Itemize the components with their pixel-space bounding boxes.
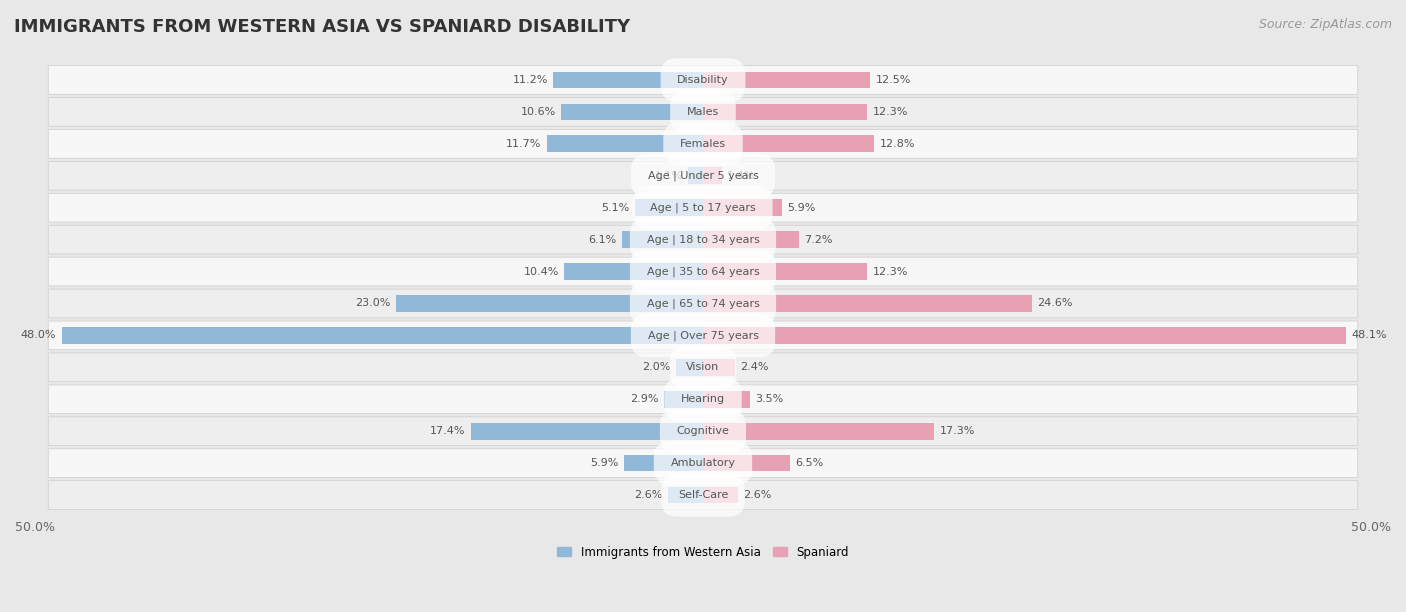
Bar (703, 359, 735, 376)
FancyBboxPatch shape (48, 449, 1358, 477)
Bar (676, 359, 703, 376)
Text: 10.4%: 10.4% (523, 267, 558, 277)
FancyBboxPatch shape (48, 225, 1358, 254)
Bar (703, 168, 721, 184)
Text: 10.6%: 10.6% (520, 107, 555, 117)
FancyBboxPatch shape (48, 193, 1358, 222)
Text: 11.2%: 11.2% (513, 75, 548, 85)
Text: 11.7%: 11.7% (506, 139, 541, 149)
Text: 5.1%: 5.1% (602, 203, 630, 212)
FancyBboxPatch shape (48, 289, 1358, 318)
Text: 24.6%: 24.6% (1038, 299, 1073, 308)
FancyBboxPatch shape (48, 129, 1358, 158)
Text: Males: Males (688, 107, 718, 117)
Bar (703, 423, 934, 439)
Text: IMMIGRANTS FROM WESTERN ASIA VS SPANIARD DISABILITY: IMMIGRANTS FROM WESTERN ASIA VS SPANIARD… (14, 18, 630, 36)
FancyBboxPatch shape (48, 353, 1358, 382)
Bar (703, 391, 749, 408)
Text: Disability: Disability (678, 75, 728, 85)
Text: 5.9%: 5.9% (591, 458, 619, 468)
Text: 48.1%: 48.1% (1351, 330, 1386, 340)
Text: 3.5%: 3.5% (755, 394, 783, 405)
FancyBboxPatch shape (48, 417, 1358, 446)
Bar (703, 295, 1032, 312)
Bar (547, 135, 703, 152)
Bar (703, 455, 790, 471)
Text: Cognitive: Cognitive (676, 426, 730, 436)
Text: 17.4%: 17.4% (430, 426, 465, 436)
FancyBboxPatch shape (48, 97, 1358, 126)
Text: 6.1%: 6.1% (588, 234, 616, 245)
Text: 12.3%: 12.3% (873, 267, 908, 277)
Bar (703, 231, 799, 248)
Bar (703, 135, 875, 152)
Text: 6.5%: 6.5% (796, 458, 824, 468)
Text: 2.9%: 2.9% (630, 394, 659, 405)
Text: Source: ZipAtlas.com: Source: ZipAtlas.com (1258, 18, 1392, 31)
Text: Self-Care: Self-Care (678, 490, 728, 500)
Text: Age | 18 to 34 years: Age | 18 to 34 years (647, 234, 759, 245)
Text: Age | 65 to 74 years: Age | 65 to 74 years (647, 298, 759, 308)
Bar (395, 295, 703, 312)
Text: Females: Females (681, 139, 725, 149)
Bar (561, 103, 703, 120)
Bar (636, 200, 703, 216)
Text: Hearing: Hearing (681, 394, 725, 405)
Text: 7.2%: 7.2% (804, 234, 832, 245)
Text: 48.0%: 48.0% (21, 330, 56, 340)
Legend: Immigrants from Western Asia, Spaniard: Immigrants from Western Asia, Spaniard (553, 541, 853, 563)
Bar (664, 391, 703, 408)
Text: Age | Under 5 years: Age | Under 5 years (648, 171, 758, 181)
Text: 5.9%: 5.9% (787, 203, 815, 212)
Bar (62, 327, 703, 344)
Bar (703, 103, 868, 120)
Text: 23.0%: 23.0% (354, 299, 391, 308)
FancyBboxPatch shape (48, 321, 1358, 350)
Text: Age | 35 to 64 years: Age | 35 to 64 years (647, 266, 759, 277)
Bar (703, 263, 868, 280)
FancyBboxPatch shape (48, 65, 1358, 94)
FancyBboxPatch shape (48, 162, 1358, 190)
Text: 12.8%: 12.8% (879, 139, 915, 149)
Text: 2.4%: 2.4% (741, 362, 769, 372)
Text: 2.6%: 2.6% (634, 490, 662, 500)
Text: 17.3%: 17.3% (939, 426, 974, 436)
Bar (621, 231, 703, 248)
Text: 2.6%: 2.6% (744, 490, 772, 500)
Text: 1.1%: 1.1% (655, 171, 683, 181)
Text: Age | 5 to 17 years: Age | 5 to 17 years (650, 203, 756, 213)
Bar (703, 487, 738, 504)
Bar (624, 455, 703, 471)
Text: 1.4%: 1.4% (727, 171, 755, 181)
Bar (554, 72, 703, 88)
Text: 2.0%: 2.0% (643, 362, 671, 372)
Text: Vision: Vision (686, 362, 720, 372)
FancyBboxPatch shape (48, 385, 1358, 414)
Text: 12.5%: 12.5% (876, 75, 911, 85)
Text: Ambulatory: Ambulatory (671, 458, 735, 468)
FancyBboxPatch shape (48, 257, 1358, 286)
Bar (564, 263, 703, 280)
Bar (668, 487, 703, 504)
Text: 12.3%: 12.3% (873, 107, 908, 117)
Bar (689, 168, 703, 184)
Bar (703, 200, 782, 216)
Bar (703, 72, 870, 88)
Bar (703, 327, 1346, 344)
FancyBboxPatch shape (48, 480, 1358, 509)
Bar (471, 423, 703, 439)
Text: Age | Over 75 years: Age | Over 75 years (648, 330, 758, 341)
